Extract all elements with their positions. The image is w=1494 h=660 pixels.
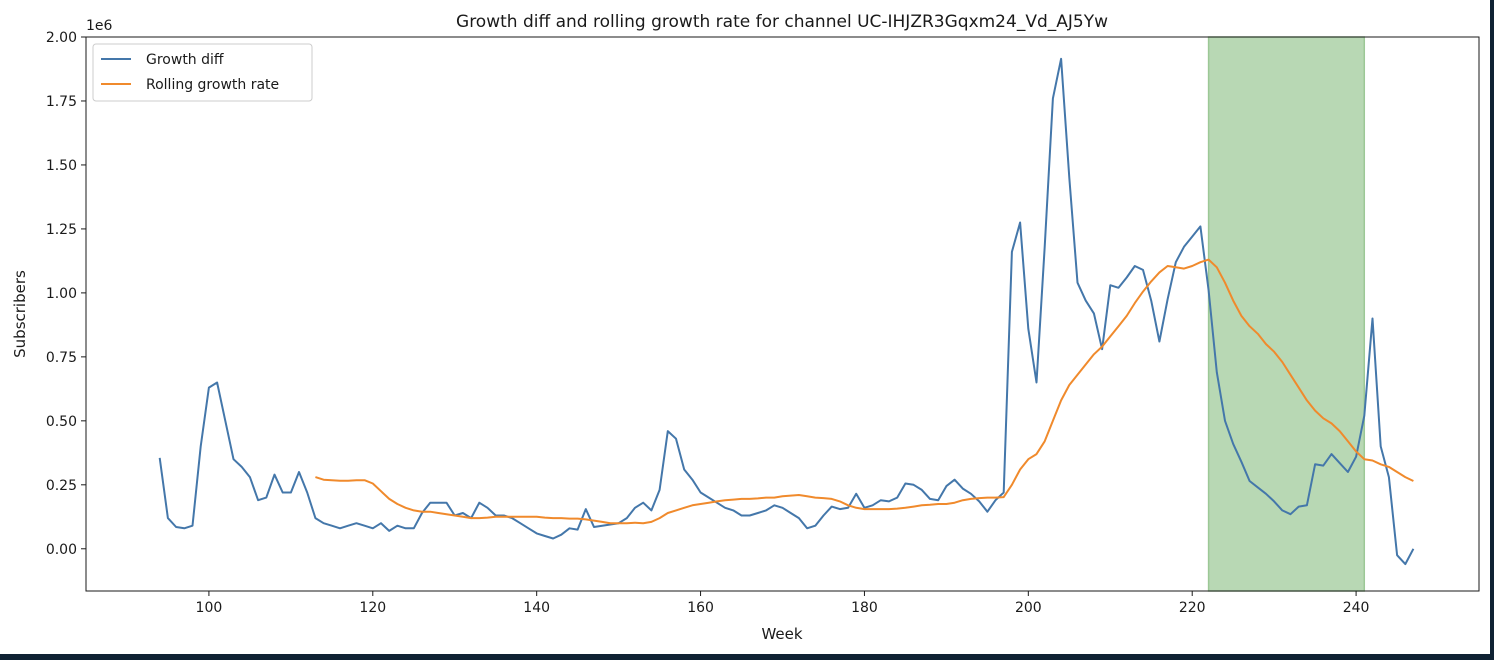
series-line-1 xyxy=(158,57,1415,566)
legend-box xyxy=(92,43,313,102)
y-tick-label: 1.00 xyxy=(46,286,77,302)
chart-title: Growth diff and rolling growth rate for … xyxy=(456,12,1108,32)
x-tick-label: 200 xyxy=(1015,600,1042,616)
x-tick-label: 100 xyxy=(196,600,223,616)
y-scale-label: 1e6 xyxy=(86,18,113,34)
y-tick-label: 1.75 xyxy=(46,94,77,110)
plot-frame xyxy=(85,36,1480,592)
y-axis-label: Subscribers xyxy=(11,270,29,358)
series-line-2 xyxy=(315,258,1414,525)
x-axis-label: Week xyxy=(761,625,802,643)
y-tick-label: 1.25 xyxy=(46,222,77,238)
x-tick-label: 220 xyxy=(1179,600,1206,616)
y-tick-label: 0.00 xyxy=(46,542,77,558)
x-tick-label: 140 xyxy=(523,600,550,616)
x-tick-label: 240 xyxy=(1343,600,1370,616)
y-tick-label: 1.50 xyxy=(46,158,77,174)
y-tick-label: 2.00 xyxy=(46,30,77,46)
y-tick-label: 0.75 xyxy=(46,350,77,366)
legend: Growth diff Rolling growth rate xyxy=(92,43,313,102)
x-tick-label: 180 xyxy=(851,600,878,616)
y-tick-label: 0.50 xyxy=(46,414,77,430)
legend-label-2: Rolling growth rate xyxy=(146,77,279,93)
x-tick-label: 160 xyxy=(687,600,714,616)
shaded-region xyxy=(1207,36,1366,592)
legend-label-1: Growth diff xyxy=(146,52,224,68)
y-tick-label: 0.25 xyxy=(46,478,77,494)
x-tick-label: 120 xyxy=(359,600,386,616)
